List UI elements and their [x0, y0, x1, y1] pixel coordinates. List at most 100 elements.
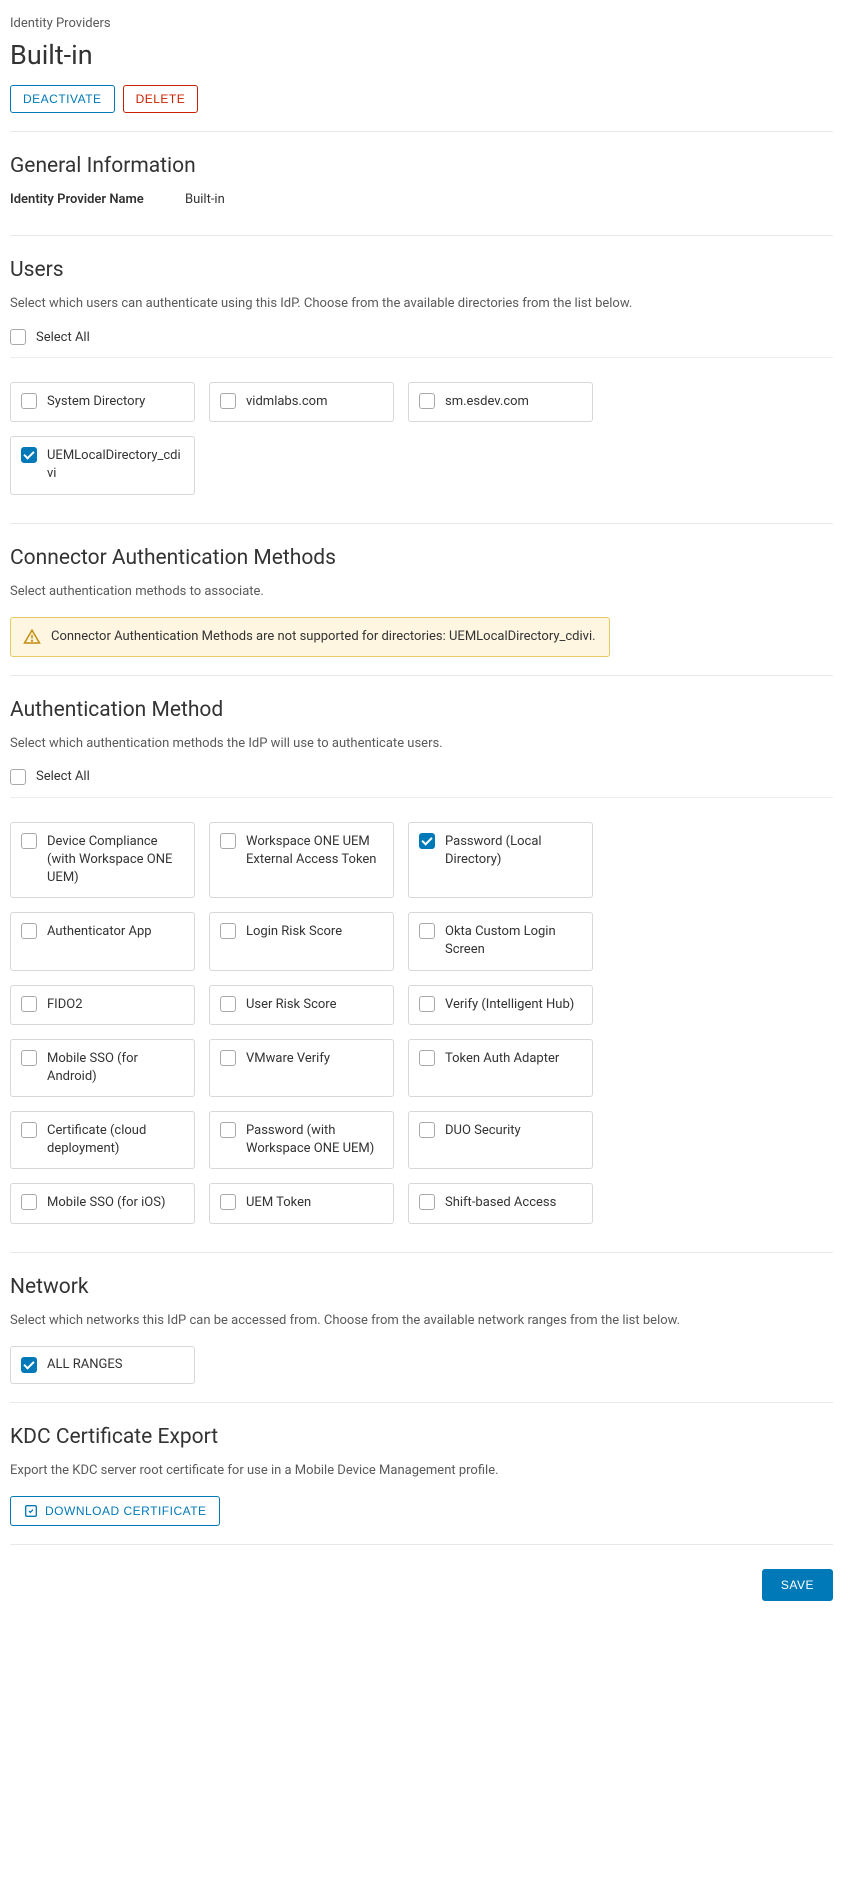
- auth-method-checkbox[interactable]: [220, 996, 236, 1012]
- auth-method-checkbox[interactable]: [419, 1194, 435, 1210]
- idp-name-value: Built-in: [185, 192, 225, 207]
- auth-method-checkbox[interactable]: [21, 923, 37, 939]
- sub-divider: [10, 357, 833, 358]
- auth-method-item[interactable]: FIDO2: [10, 985, 195, 1025]
- select-all-label: Select All: [36, 769, 90, 784]
- select-all-label: Select All: [36, 330, 90, 345]
- auth-method-checkbox[interactable]: [220, 833, 236, 849]
- network-desc: Select which networks this IdP can be ac…: [10, 1313, 833, 1328]
- auth-method-checkbox[interactable]: [220, 1122, 236, 1138]
- auth-method-checkbox[interactable]: [419, 923, 435, 939]
- auth-method-item[interactable]: Password (with Workspace ONE UEM): [209, 1111, 394, 1169]
- directory-checkbox[interactable]: [21, 393, 37, 409]
- page-title: Built-in: [10, 39, 833, 71]
- directory-checkbox[interactable]: [220, 393, 236, 409]
- auth-method-checkbox[interactable]: [21, 1122, 37, 1138]
- auth-method-label: User Risk Score: [246, 996, 336, 1014]
- auth-method-checkbox[interactable]: [419, 996, 435, 1012]
- auth-method-item[interactable]: Authenticator App: [10, 912, 195, 970]
- auth-method-desc: Select which authentication methods the …: [10, 736, 833, 751]
- section-title-general: General Information: [10, 154, 833, 178]
- auth-method-checkbox[interactable]: [21, 833, 37, 849]
- auth-select-all[interactable]: Select All: [10, 769, 833, 785]
- warning-icon: [23, 628, 41, 646]
- action-row: DEACTIVATE DELETE: [10, 85, 833, 113]
- directories-grid: System Directory vidmlabs.com sm.esdev.com…: [10, 382, 833, 495]
- auth-method-checkbox[interactable]: [220, 923, 236, 939]
- auth-method-item[interactable]: Mobile SSO (for iOS): [10, 1183, 195, 1223]
- auth-method-checkbox[interactable]: [21, 1194, 37, 1210]
- auth-method-label: Login Risk Score: [246, 923, 342, 941]
- directory-item[interactable]: System Directory: [10, 382, 195, 422]
- select-all-checkbox[interactable]: [10, 329, 26, 345]
- auth-method-checkbox[interactable]: [419, 1050, 435, 1066]
- auth-method-label: Shift-based Access: [445, 1194, 556, 1212]
- delete-button[interactable]: DELETE: [123, 85, 199, 113]
- auth-method-label: UEM Token: [246, 1194, 311, 1212]
- auth-method-item[interactable]: Verify (Intelligent Hub): [408, 985, 593, 1025]
- auth-method-item[interactable]: Token Auth Adapter: [408, 1039, 593, 1097]
- directory-label: sm.esdev.com: [445, 393, 529, 411]
- directory-checkbox[interactable]: [419, 393, 435, 409]
- auth-method-checkbox[interactable]: [21, 1050, 37, 1066]
- directory-item[interactable]: UEMLocalDirectory_cdivi: [10, 436, 195, 494]
- auth-method-label: FIDO2: [47, 996, 83, 1014]
- save-button[interactable]: SAVE: [762, 1569, 833, 1601]
- auth-method-label: Token Auth Adapter: [445, 1050, 559, 1068]
- kdc-section: KDC Certificate Export Export the KDC se…: [10, 1403, 833, 1544]
- select-all-checkbox[interactable]: [10, 769, 26, 785]
- network-range-checkbox[interactable]: [21, 1357, 37, 1373]
- kdc-desc: Export the KDC server root certificate f…: [10, 1463, 833, 1478]
- auth-method-label: Certificate (cloud deployment): [47, 1122, 184, 1158]
- auth-method-checkbox[interactable]: [21, 996, 37, 1012]
- auth-method-label: Verify (Intelligent Hub): [445, 996, 574, 1014]
- download-icon: [23, 1503, 39, 1519]
- directory-item[interactable]: vidmlabs.com: [209, 382, 394, 422]
- breadcrumb[interactable]: Identity Providers: [10, 16, 833, 31]
- auth-method-item[interactable]: Device Compliance (with Workspace ONE UE…: [10, 822, 195, 899]
- auth-method-item[interactable]: Mobile SSO (for Android): [10, 1039, 195, 1097]
- auth-method-item[interactable]: Okta Custom Login Screen: [408, 912, 593, 970]
- auth-method-item[interactable]: Shift-based Access: [408, 1183, 593, 1223]
- auth-method-item[interactable]: UEM Token: [209, 1183, 394, 1223]
- directory-label: vidmlabs.com: [246, 393, 327, 411]
- field-row-name: Identity Provider Name Built-in: [10, 192, 833, 207]
- download-cert-label: DOWNLOAD CERTIFICATE: [45, 1504, 207, 1518]
- auth-methods-grid: Device Compliance (with Workspace ONE UE…: [10, 822, 833, 1224]
- auth-method-label: Mobile SSO (for iOS): [47, 1194, 165, 1212]
- section-title-users: Users: [10, 258, 833, 282]
- auth-method-item[interactable]: DUO Security: [408, 1111, 593, 1169]
- directory-item[interactable]: sm.esdev.com: [408, 382, 593, 422]
- section-title-kdc: KDC Certificate Export: [10, 1425, 833, 1449]
- auth-method-checkbox[interactable]: [419, 833, 435, 849]
- auth-method-item[interactable]: Workspace ONE UEM External Access Token: [209, 822, 394, 899]
- download-certificate-button[interactable]: DOWNLOAD CERTIFICATE: [10, 1496, 220, 1526]
- auth-method-label: Okta Custom Login Screen: [445, 923, 582, 959]
- deactivate-button[interactable]: DEACTIVATE: [10, 85, 115, 113]
- auth-method-checkbox[interactable]: [220, 1050, 236, 1066]
- network-section: Network Select which networks this IdP c…: [10, 1253, 833, 1402]
- auth-method-section: Authentication Method Select which authe…: [10, 676, 833, 1252]
- auth-method-label: Password (Local Directory): [445, 833, 582, 869]
- auth-method-item[interactable]: Password (Local Directory): [408, 822, 593, 899]
- users-select-all[interactable]: Select All: [10, 329, 833, 345]
- auth-method-label: DUO Security: [445, 1122, 521, 1140]
- auth-method-checkbox[interactable]: [419, 1122, 435, 1138]
- auth-method-item[interactable]: VMware Verify: [209, 1039, 394, 1097]
- auth-method-label: Workspace ONE UEM External Access Token: [246, 833, 383, 869]
- sub-divider: [10, 797, 833, 798]
- auth-method-item[interactable]: Certificate (cloud deployment): [10, 1111, 195, 1169]
- network-range-label: ALL RANGES: [47, 1357, 122, 1372]
- directory-label: System Directory: [47, 393, 145, 411]
- network-range-item[interactable]: ALL RANGES: [10, 1346, 195, 1384]
- directory-label: UEMLocalDirectory_cdivi: [47, 447, 184, 483]
- users-desc: Select which users can authenticate usin…: [10, 296, 833, 311]
- auth-method-item[interactable]: User Risk Score: [209, 985, 394, 1025]
- directory-checkbox[interactable]: [21, 447, 37, 463]
- general-info-section: General Information Identity Provider Na…: [10, 132, 833, 235]
- connector-alert: Connector Authentication Methods are not…: [10, 617, 610, 657]
- auth-method-label: Password (with Workspace ONE UEM): [246, 1122, 383, 1158]
- connector-desc: Select authentication methods to associa…: [10, 584, 833, 599]
- auth-method-item[interactable]: Login Risk Score: [209, 912, 394, 970]
- auth-method-checkbox[interactable]: [220, 1194, 236, 1210]
